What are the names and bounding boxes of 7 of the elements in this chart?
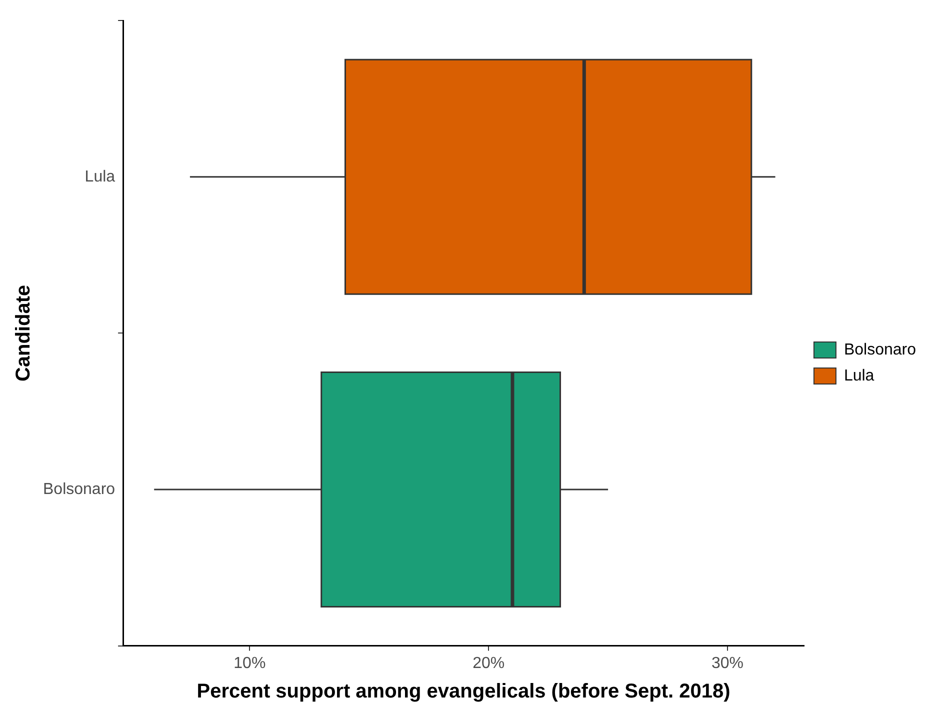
x-axis-title: Percent support among evangelicals (before Sept. 2018) <box>196 680 730 703</box>
y-axis-title: Candidate <box>12 284 35 382</box>
legend-label: Bolsonaro <box>844 341 916 358</box>
x-tick-label: 20% <box>472 654 505 672</box>
x-tick-label: 30% <box>711 654 744 672</box>
legend-label: Lula <box>844 367 874 384</box>
x-tick-label: 10% <box>234 654 266 672</box>
